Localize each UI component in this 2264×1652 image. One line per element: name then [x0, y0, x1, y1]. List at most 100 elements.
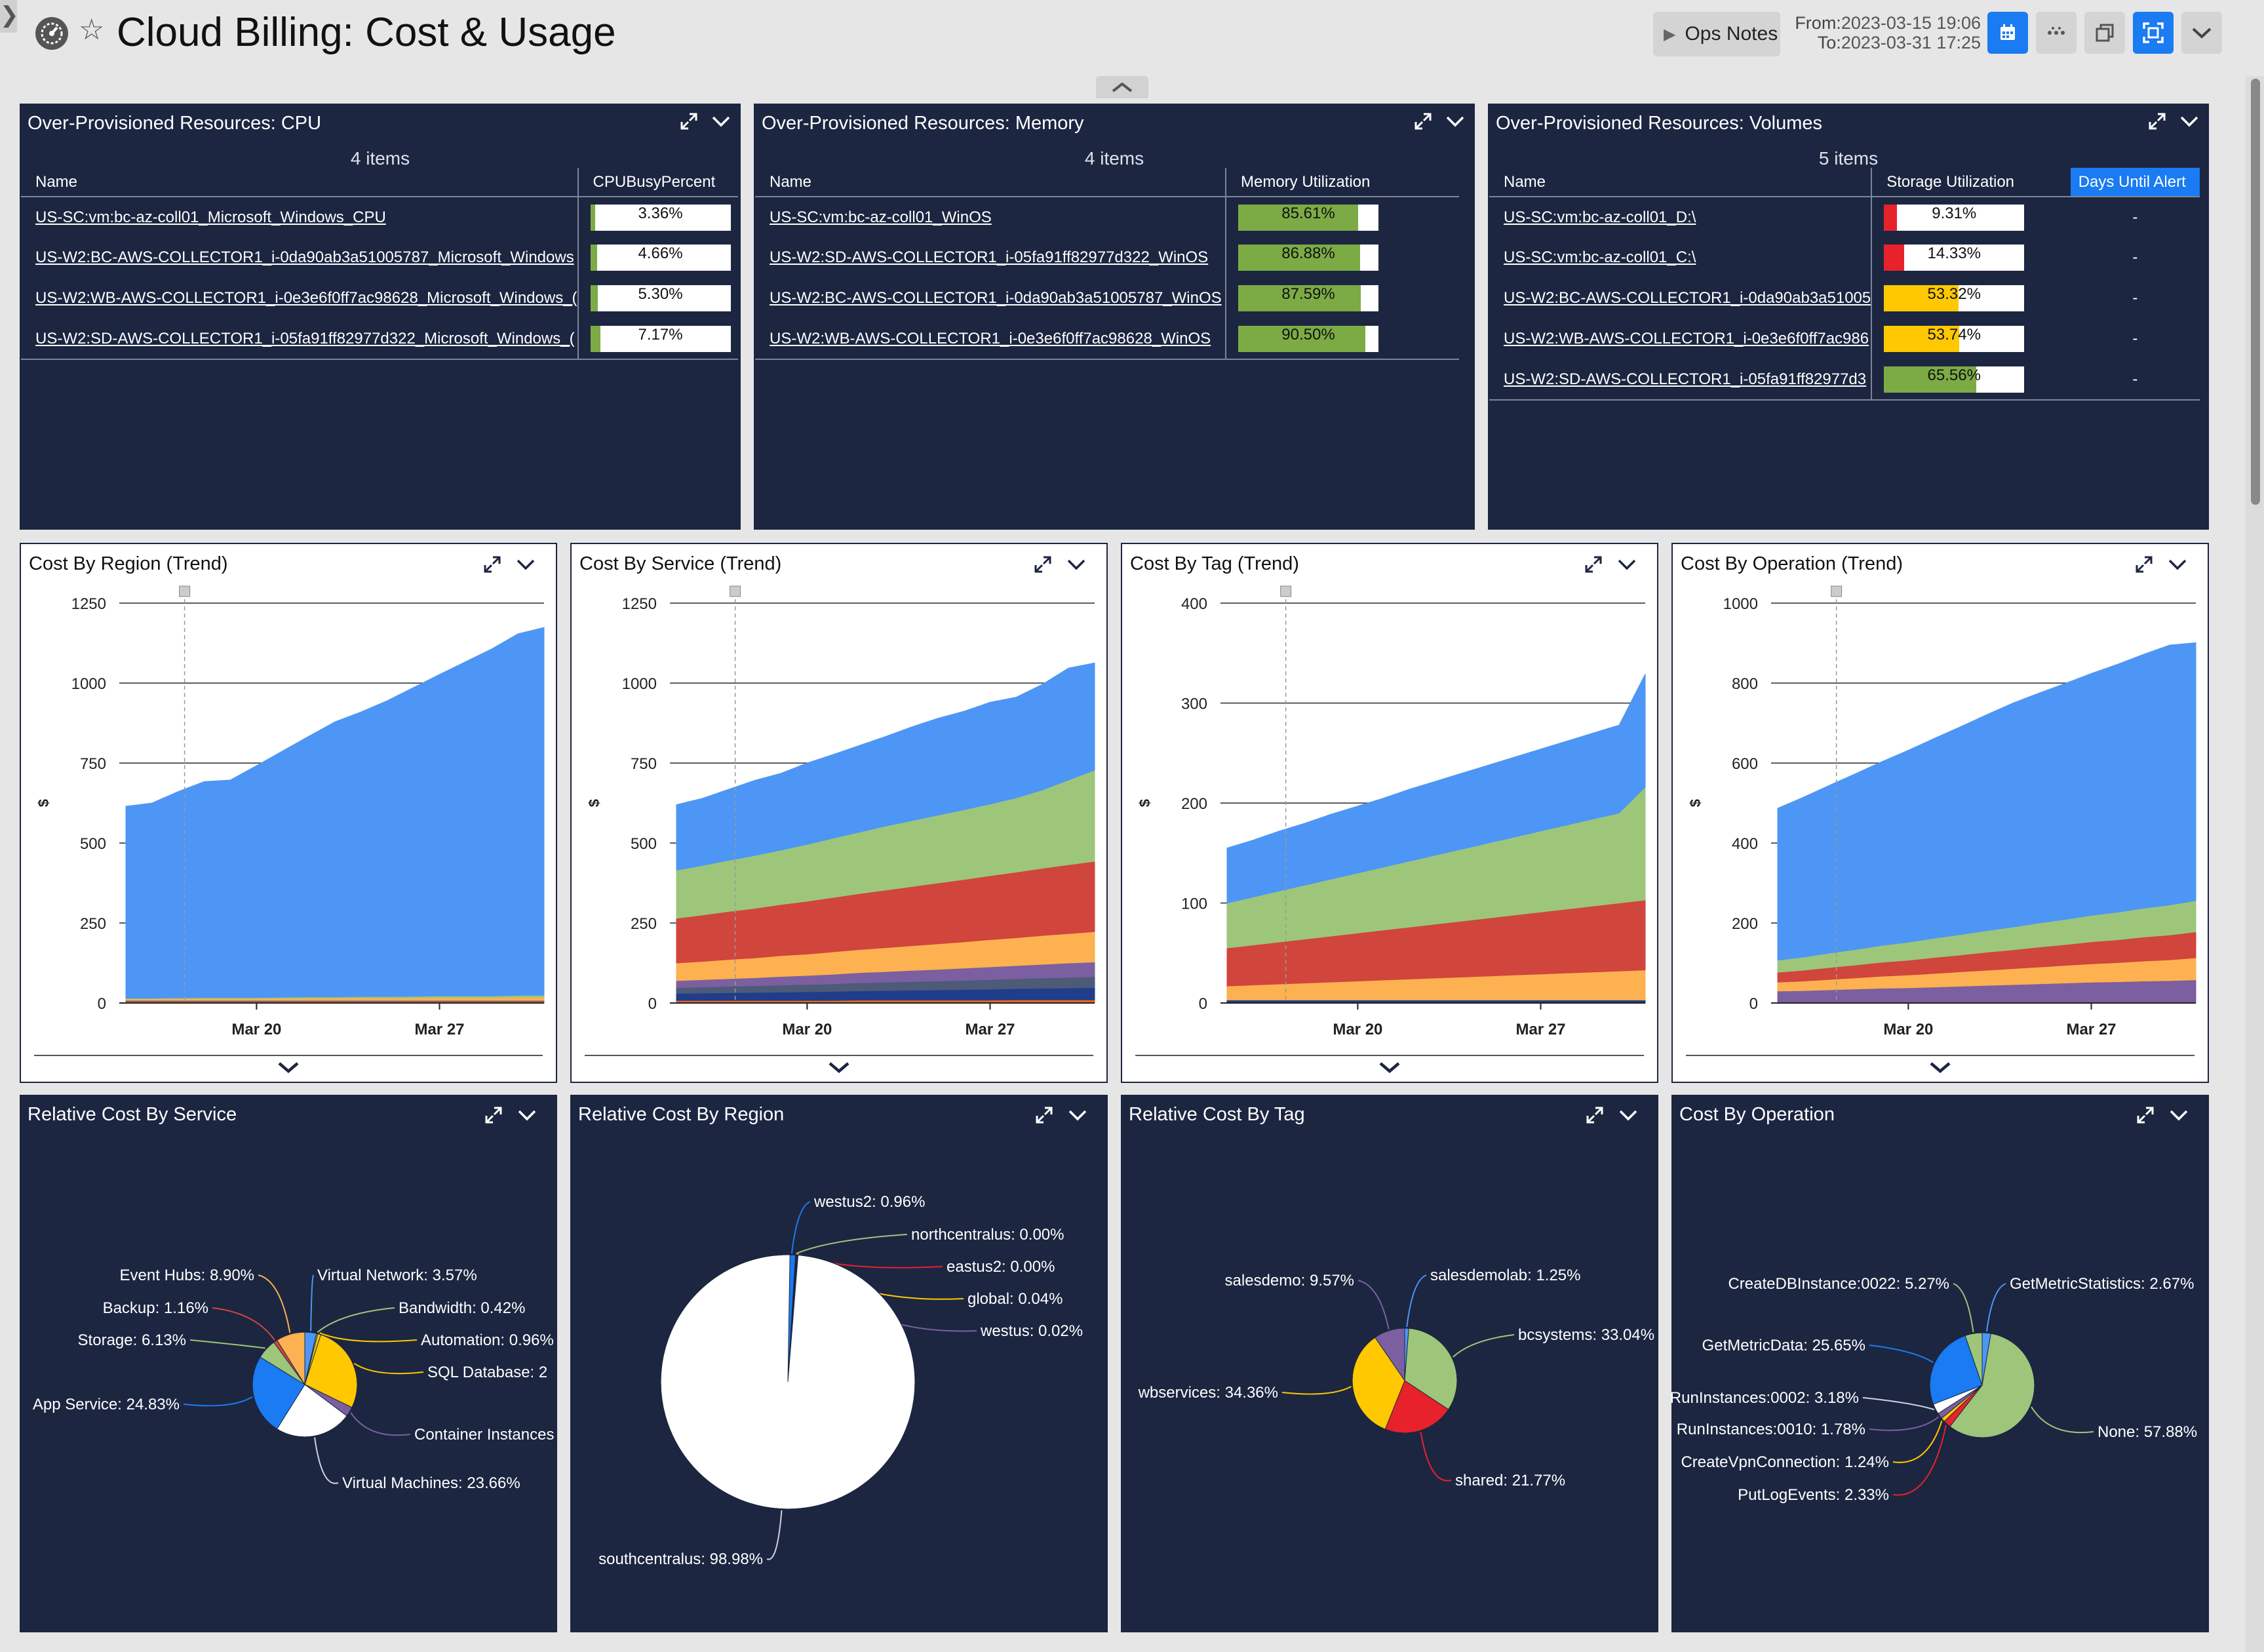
ops-notes-button[interactable]: ▶ Ops Notes	[1653, 12, 1780, 56]
table-row[interactable]: US-W2:SD-AWS-COLLECTOR1_i-05fa91ff82977d…	[755, 237, 1459, 278]
resource-link[interactable]: US-W2:BC-AWS-COLLECTOR1_i-0da90ab3a51005…	[35, 248, 574, 266]
pie-slice-label: None: 57.88%	[2098, 1423, 2197, 1441]
expand-icon[interactable]	[2147, 111, 2167, 131]
pie-slice-label: northcentralus: 0.00%	[911, 1226, 1064, 1244]
utilization-bar-fill	[1238, 325, 1365, 352]
table-row[interactable]: US-W2:WB-AWS-COLLECTOR1_i-0e3e6f0ff7ac98…	[21, 278, 738, 319]
utilization-cell: 90.50%	[1225, 319, 1459, 360]
table-row[interactable]: US-W2:BC-AWS-COLLECTOR1_i-0da90ab3a51005…	[755, 278, 1459, 319]
chevron-down-icon[interactable]	[518, 1110, 536, 1121]
column-header-memory-utilization[interactable]: Memory Utilization	[1225, 168, 1459, 197]
expand-icon[interactable]	[1413, 111, 1433, 131]
area-series-7[interactable]	[676, 662, 1095, 871]
column-header-storage-utilization[interactable]: Storage Utilization	[1871, 168, 2071, 197]
y-tick-label: 300	[1181, 696, 1207, 713]
column-header-name[interactable]: Name	[1489, 168, 1872, 197]
legend-toggle-chevron-icon[interactable]	[278, 1062, 299, 1073]
chevron-down-icon[interactable]	[2170, 1110, 2188, 1121]
table-row[interactable]: US-W2:BC-AWS-COLLECTOR1_i-0da90ab3a51005…	[1489, 278, 2200, 319]
fullscreen-button[interactable]	[2133, 12, 2174, 54]
resource-link[interactable]: US-W2:WB-AWS-COLLECTOR1_i-0e3e6f0ff7ac98…	[35, 289, 577, 307]
resource-link[interactable]: US-W2:BC-AWS-COLLECTOR1_i-0da90ab3a51005…	[770, 289, 1222, 307]
column-header-cpu-busy[interactable]: CPUBusyPercent	[577, 168, 738, 197]
table-row[interactable]: US-W2:SD-AWS-COLLECTOR1_i-05fa91ff82977d…	[1489, 359, 2200, 401]
annotation-marker-icon[interactable]	[1831, 585, 1843, 597]
table-row[interactable]: US-W2:SD-AWS-COLLECTOR1_i-05fa91ff82977d…	[21, 319, 738, 360]
chevron-down-icon[interactable]	[1068, 1110, 1087, 1121]
expand-icon[interactable]	[1036, 1107, 1053, 1124]
chevron-down-icon[interactable]	[1067, 559, 1085, 570]
resource-name-cell: US-W2:WB-AWS-COLLECTOR1_i-0e3e6f0ff7ac98…	[1489, 319, 1871, 359]
resource-link[interactable]: US-SC:vm:bc-az-coll01_C:\	[1504, 248, 1696, 266]
resource-link[interactable]: US-SC:vm:bc-az-coll01_WinOS	[770, 208, 992, 226]
table-row[interactable]: US-SC:vm:bc-az-coll01_WinOS 85.61%	[755, 197, 1459, 237]
table-row[interactable]: US-W2:WB-AWS-COLLECTOR1_i-0e3e6f0ff7ac98…	[1489, 319, 2200, 359]
y-tick-label: 600	[1732, 755, 1758, 773]
utilization-bar-fill	[590, 325, 600, 352]
clone-dashboard-button[interactable]	[2084, 12, 2125, 54]
dashboard-menu-button[interactable]	[2181, 12, 2222, 54]
area-series-4[interactable]	[125, 627, 545, 999]
column-header-name[interactable]: Name	[21, 168, 578, 197]
utilization-bar: 9.31%	[1884, 204, 2025, 231]
calendar-button[interactable]	[1987, 12, 2028, 54]
chevron-down-icon[interactable]	[711, 111, 732, 131]
expand-icon[interactable]	[2136, 556, 2153, 573]
table-row[interactable]: US-SC:vm:bc-az-coll01_C:\ 14.33% -	[1489, 237, 2200, 278]
area-series-4[interactable]	[1777, 642, 2196, 961]
pie-chart-widget: Relative Cost By Service Virtual Network:…	[20, 1095, 557, 1632]
pie-label-connector	[1869, 1416, 1940, 1431]
resource-link[interactable]: US-SC:vm:bc-az-coll01_Microsoft_Windows_…	[35, 208, 386, 226]
time-range[interactable]: From:2023-03-15 19:06 To:2023-03-31 17:2…	[1784, 13, 1981, 52]
legend-toggle-chevron-icon[interactable]	[829, 1062, 849, 1073]
calendar-icon	[2001, 24, 2015, 40]
resource-link[interactable]: US-W2:WB-AWS-COLLECTOR1_i-0e3e6f0ff7ac98…	[770, 329, 1211, 347]
days-until-alert-cell: -	[2132, 330, 2138, 347]
resource-link[interactable]: US-SC:vm:bc-az-coll01_D:\	[1504, 208, 1696, 226]
expand-sidebar-button[interactable]: ❯	[0, 0, 19, 33]
expand-icon[interactable]	[1034, 556, 1051, 573]
column-header-days-until-alert[interactable]: Days Until Alert	[2070, 168, 2200, 197]
resource-link[interactable]: US-W2:SD-AWS-COLLECTOR1_i-05fa91ff82977d…	[1504, 370, 1867, 388]
days-until-alert-cell: -	[2132, 248, 2138, 266]
chevron-down-icon[interactable]	[1445, 111, 1466, 131]
chevron-down-icon[interactable]	[2179, 111, 2200, 131]
resource-link[interactable]: US-W2:BC-AWS-COLLECTOR1_i-0da90ab3a51005	[1504, 289, 1871, 307]
expand-icon[interactable]	[679, 111, 699, 131]
chevron-down-icon[interactable]	[517, 559, 535, 570]
resource-link[interactable]: US-W2:WB-AWS-COLLECTOR1_i-0e3e6f0ff7ac98…	[1504, 330, 1869, 347]
to-label: To:	[1817, 33, 1841, 52]
chevron-down-icon[interactable]	[2168, 559, 2187, 570]
table-row[interactable]: US-W2:BC-AWS-COLLECTOR1_i-0da90ab3a51005…	[21, 237, 738, 278]
pie-chart: westus2: 0.96% northcentralus: 0.00% eastu…	[598, 1107, 1087, 1568]
table-row[interactable]: US-W2:WB-AWS-COLLECTOR1_i-0e3e6f0ff7ac98…	[755, 319, 1459, 360]
x-tick-label: Mar 27	[414, 1021, 464, 1038]
legend-toggle-chevron-icon[interactable]	[1930, 1062, 1951, 1073]
pie-chart: GetMetricStatistics: 2.67% None: 57.88% Pu…	[1671, 1107, 2197, 1504]
chevron-down-icon[interactable]	[1619, 1110, 1637, 1121]
favorite-star-icon[interactable]: ☆	[79, 13, 105, 47]
chevron-down-icon[interactable]	[1618, 559, 1636, 570]
table-row[interactable]: US-SC:vm:bc-az-coll01_D:\ 9.31% -	[1489, 197, 2200, 237]
table-row[interactable]: US-SC:vm:bc-az-coll01_Microsoft_Windows_…	[21, 197, 738, 237]
expand-icon[interactable]	[1585, 556, 1602, 573]
legend-toggle-chevron-icon[interactable]	[1379, 1062, 1400, 1073]
annotation-marker-icon[interactable]	[179, 585, 191, 597]
annotation-marker-icon[interactable]	[1280, 585, 1292, 597]
pie-slice[interactable]	[660, 1254, 916, 1510]
more-options-button[interactable]	[2036, 12, 2077, 54]
pie-chart: salesdemolab: 1.25% bcsystems: 33.04% shar…	[1138, 1107, 1654, 1489]
collapse-header-button[interactable]	[1096, 76, 1148, 98]
expand-icon[interactable]	[1586, 1107, 1603, 1124]
annotation-marker-icon[interactable]	[730, 585, 741, 597]
resource-link[interactable]: US-W2:SD-AWS-COLLECTOR1_i-05fa91ff82977d…	[770, 248, 1209, 266]
page-scrollbar-thumb[interactable]	[2251, 79, 2260, 505]
y-tick-label: 1250	[71, 595, 106, 613]
column-header-name[interactable]: Name	[755, 168, 1226, 197]
pie-label-connector	[350, 1412, 411, 1436]
resource-link[interactable]: US-W2:SD-AWS-COLLECTOR1_i-05fa91ff82977d…	[35, 329, 575, 347]
area-series-4[interactable]	[1226, 674, 1646, 904]
expand-icon[interactable]	[485, 1107, 502, 1124]
expand-icon[interactable]	[2137, 1107, 2154, 1124]
expand-icon[interactable]	[484, 556, 501, 573]
